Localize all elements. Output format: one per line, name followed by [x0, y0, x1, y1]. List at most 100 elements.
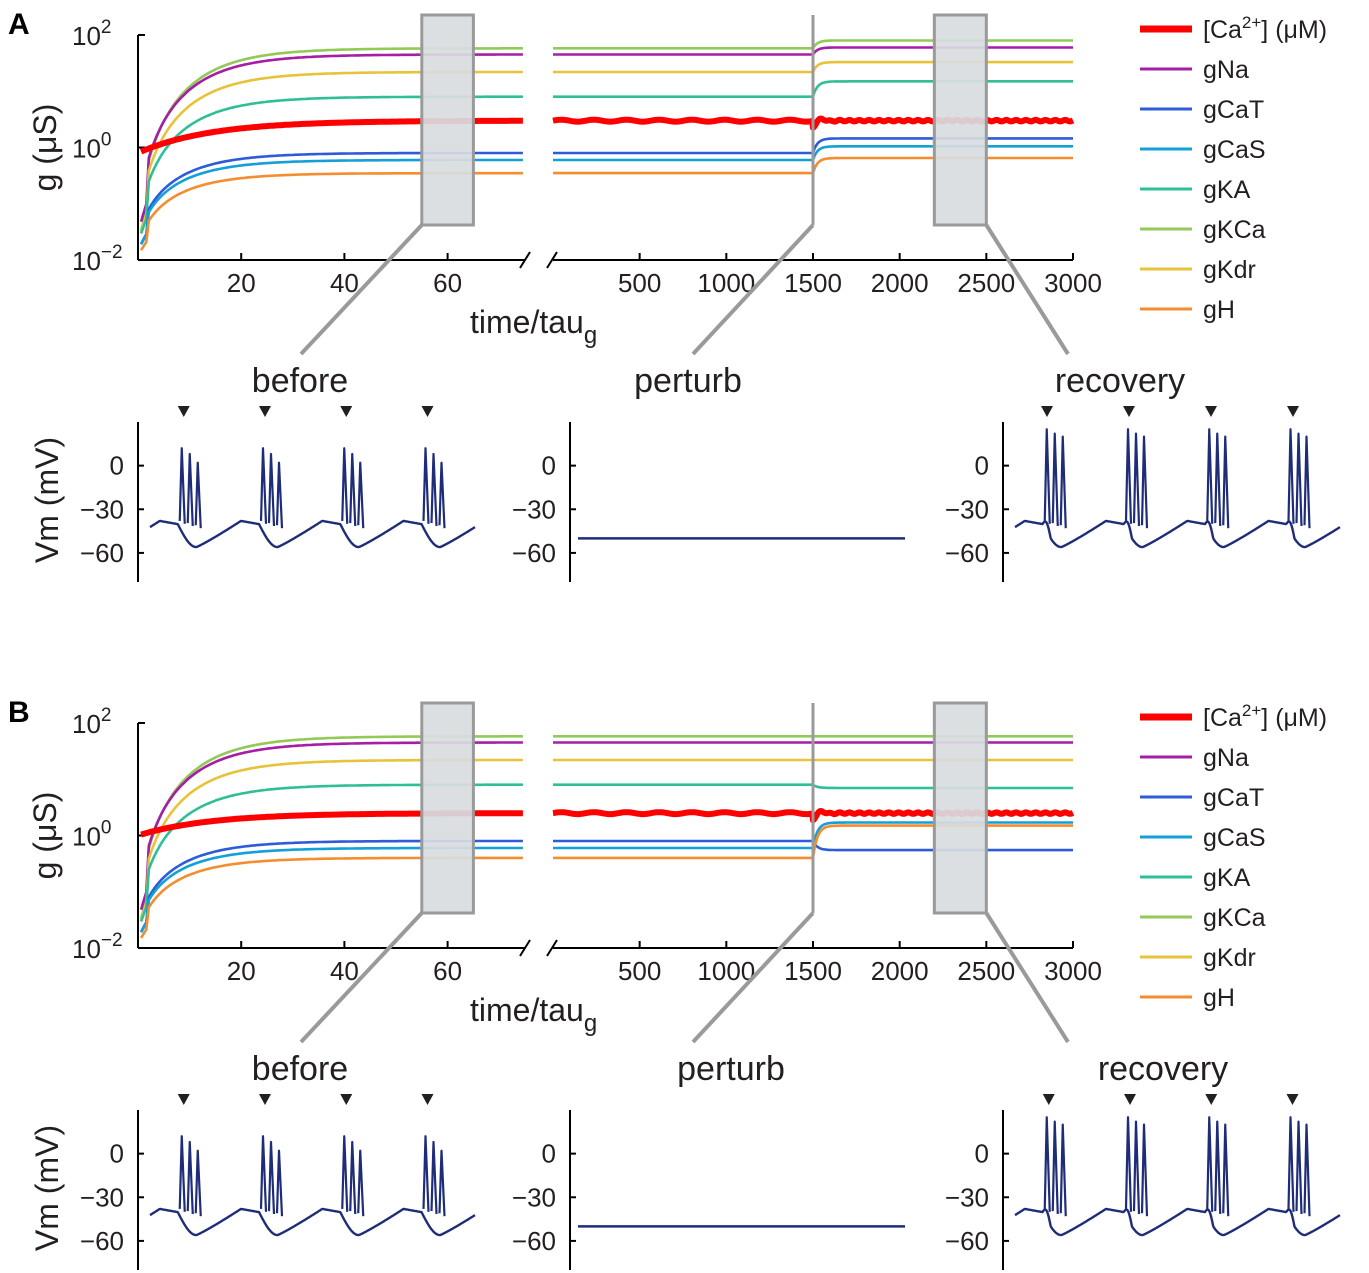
- vm-spike: [357, 461, 365, 529]
- vm-subplot-perturb: perturb 0 −30 −60: [512, 1050, 905, 1270]
- y-tick-label: 102: [72, 17, 112, 51]
- vm-spike: [1206, 428, 1214, 524]
- vm-spike: [1222, 1123, 1230, 1217]
- y-tick-label: 102: [72, 705, 112, 739]
- y-tick-exponent: −2: [101, 242, 123, 263]
- vm-spike: [1303, 435, 1311, 529]
- burst-marker-triangle: [1123, 406, 1135, 417]
- subplot-title: perturb: [634, 362, 742, 400]
- subplot-title: recovery: [1055, 362, 1185, 400]
- vm-y-tick-label: 0: [975, 1139, 989, 1169]
- legend-label-text: gCaT: [1203, 784, 1264, 812]
- vm-subplot-recovery: recovery 0 −30 −60: [945, 1050, 1341, 1270]
- vm-y-tick-label: 0: [975, 451, 989, 481]
- x-tick-label: 1500: [784, 956, 842, 986]
- axis-break-mark: [519, 251, 531, 269]
- y-tick-base: 10: [72, 246, 101, 276]
- x-tick-label: 20: [227, 956, 256, 986]
- y-tick-base: 10: [72, 934, 101, 964]
- x-tick-label: 1500: [784, 268, 842, 298]
- vm-y-tick-label: −60: [512, 538, 556, 568]
- vm-spike: [357, 1149, 365, 1217]
- legend-label-gH: gH: [1203, 296, 1235, 324]
- axis-break-mark: [546, 939, 558, 957]
- legend-label-gKdr: gKdr: [1203, 256, 1256, 284]
- vm-y-tick-label: 0: [110, 1139, 124, 1169]
- vm-subplot-recovery: recovery 0 −30 −60: [945, 362, 1341, 582]
- x-tick-label: 1000: [697, 956, 755, 986]
- y-tick-label: 10−2: [72, 242, 123, 276]
- x-tick-label: 2500: [957, 268, 1015, 298]
- burst-marker-triangle: [1286, 1094, 1299, 1105]
- vm-spike: [1124, 428, 1133, 524]
- y-tick-exponent: 0: [101, 818, 112, 839]
- vm-spike: [178, 1135, 186, 1212]
- vm-spike: [422, 1135, 430, 1212]
- burst-marker-triangle: [421, 1094, 434, 1105]
- x-axis-title-subscript: g: [584, 322, 597, 349]
- vm-spike: [178, 447, 186, 524]
- vm-subplot-perturb: perturb 0 −30 −60: [512, 362, 905, 582]
- burst-marker-triangle: [1205, 1094, 1218, 1105]
- legend-label-gKA: gKA: [1203, 864, 1251, 892]
- vm-y-tick-label: −60: [945, 538, 989, 568]
- burst-marker-triangle: [1041, 406, 1053, 417]
- burst-marker-triangle: [177, 406, 190, 417]
- legend-label-gNa: gNa: [1203, 744, 1249, 772]
- vm-spike: [1206, 1116, 1214, 1212]
- subplot-title: before: [252, 362, 348, 400]
- connector-line: [299, 223, 424, 356]
- vm-y-tick-label: −30: [80, 1182, 124, 1212]
- legend-label-Ca: [Ca2+] (μM): [1203, 13, 1327, 44]
- legend-label-gCaS: gCaS: [1203, 136, 1266, 164]
- vm-spike: [438, 1149, 446, 1217]
- vm-spike: [1287, 428, 1295, 524]
- highlight-box-recovery: [932, 13, 988, 227]
- y-tick-base: 10: [72, 822, 101, 852]
- vm-spike: [186, 1140, 194, 1215]
- legend-label-text: [Ca: [1203, 16, 1242, 44]
- y-tick-label: 100: [72, 818, 112, 852]
- vm-spike: [186, 452, 194, 527]
- legend-label-text: gCaS: [1203, 824, 1266, 852]
- legend-label-text: gKdr: [1203, 256, 1256, 284]
- x-tick-label: 3000: [1044, 956, 1102, 986]
- vm-spike: [259, 447, 268, 524]
- burst-marker-triangle: [421, 406, 434, 417]
- legend-label-text: gKA: [1203, 864, 1251, 892]
- connector-line: [691, 223, 815, 356]
- legend-label-suffix: ] (μM): [1261, 16, 1327, 44]
- legend-label-gCaT: gCaT: [1203, 96, 1264, 124]
- vm-spike: [1303, 1123, 1311, 1217]
- vm-spike: [430, 452, 438, 527]
- x-axis-title-subscript: g: [584, 1010, 597, 1037]
- y-tick-base: 10: [72, 134, 101, 164]
- subplot-title: perturb: [677, 1050, 785, 1088]
- x-tick-label: 40: [330, 956, 359, 986]
- vm-spike: [349, 1140, 357, 1215]
- highlight-box-recovery: [932, 701, 988, 915]
- burst-marker-triangle: [340, 406, 353, 417]
- connector-line: [691, 911, 815, 1044]
- legend-label-text: gH: [1203, 296, 1235, 324]
- legend-label-text: gH: [1203, 984, 1235, 1012]
- legend-label-gKA: gKA: [1203, 176, 1251, 204]
- burst-marker-triangle: [259, 1094, 271, 1105]
- x-tick-label: 500: [618, 956, 661, 986]
- subplot-title: before: [252, 1050, 348, 1088]
- vm-spike: [267, 1140, 276, 1215]
- vm-y-tick-label: −60: [512, 1226, 556, 1256]
- legend-label-text: gKA: [1203, 176, 1251, 204]
- vm-spike: [1059, 435, 1067, 529]
- vm-spike: [1140, 435, 1149, 529]
- connector-line: [299, 911, 424, 1044]
- connector-line: [984, 223, 1070, 356]
- axis-break-mark: [519, 939, 531, 957]
- highlight-box-before: [420, 13, 475, 227]
- legend-label-gKCa: gKCa: [1203, 904, 1266, 932]
- legend-label-text: gNa: [1203, 744, 1249, 772]
- vm-subplot-before: before 0 −30 −60: [80, 362, 476, 582]
- vm-y-tick-label: −30: [512, 494, 556, 524]
